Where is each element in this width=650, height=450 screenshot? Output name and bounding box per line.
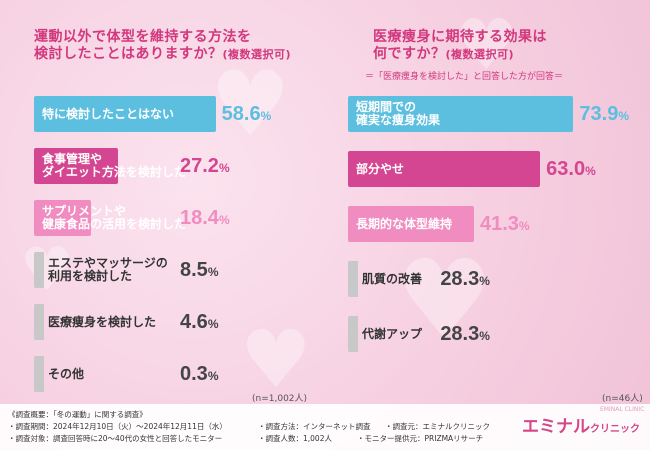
bar-value-3: 8.5% — [180, 260, 218, 282]
bar-value-number: 8.5 — [180, 259, 208, 281]
bar-value-unit: % — [260, 109, 272, 123]
logo-sub-text: クリニック — [590, 424, 640, 435]
bar-value-5: 0.3% — [180, 364, 218, 386]
right-sample-size: (n=46人) — [602, 394, 643, 404]
bar-value-2: 41.3% — [480, 214, 530, 236]
background-heart-icon: ♥ — [455, 4, 518, 86]
right-title-text: 医療痩身に期待する効果は 何ですか？ — [373, 29, 547, 62]
footer-survey-method: ・調査方法：インターネット調査 — [258, 422, 371, 431]
bar-label-3: 肌質の改善 — [362, 271, 423, 286]
bar-label-0: 短期間での 確実な痩身効果 — [356, 100, 441, 127]
background-heart-icon: ♥ — [240, 313, 312, 406]
bar-value-number: 18.4 — [180, 207, 219, 229]
bar-value-2: 18.4% — [180, 208, 230, 230]
bar-2 — [34, 200, 92, 236]
footer-survey-title: 《調査概要：「冬の運動」に関する調査》 — [8, 410, 147, 419]
bar-0 — [34, 96, 216, 132]
footer-survey-source: ・調査元：エミナルクリニック — [385, 422, 490, 431]
background-heart-icon: ♥ — [210, 52, 291, 157]
bar-label-3: エステやマッサージの 利用を検討した — [48, 256, 168, 283]
eminal-logo: エミナルクリニック — [522, 412, 640, 437]
left-chart-title: 運動以外で体型を維持する方法を 検討したことはありますか？(複数選択可) — [34, 12, 291, 63]
bar-label-1: 部分やせ — [356, 161, 405, 176]
bar-4 — [348, 316, 434, 352]
bar-0 — [348, 96, 574, 132]
footer-survey-target: ・調査対象：調査回答時に20～40代の女性と回答したモニター — [8, 434, 223, 443]
bar-value-0: 73.9% — [579, 104, 629, 126]
bar-label-2: 長期的な体型維持 — [356, 216, 453, 231]
bar-label-4: 医療痩身を検討した — [48, 314, 157, 329]
left-title-option: (複数選択可) — [222, 48, 292, 61]
bar-value-unit: % — [207, 317, 219, 331]
bar-value-number: 28.3 — [440, 268, 480, 290]
bar-1 — [348, 151, 541, 187]
bar-value-unit: % — [479, 329, 490, 343]
bar-value-0: 58.6% — [222, 104, 272, 126]
bar-value-unit: % — [218, 213, 230, 227]
bar-value-3: 28.3% — [440, 269, 490, 291]
bar-label-4: 代謝アップ — [362, 326, 423, 341]
bar-5 — [34, 356, 52, 392]
bar-value-unit: % — [585, 164, 596, 178]
bar-value-number: 0.3 — [180, 363, 208, 385]
bar-value-unit: % — [207, 265, 219, 279]
bar-value-number: 4.6 — [180, 311, 208, 333]
right-title-option: (複数選択可) — [445, 48, 515, 61]
bar-value-number: 28.3 — [440, 323, 480, 345]
bar-value-number: 63.0 — [546, 158, 586, 180]
bar-value-4: 4.6% — [180, 312, 218, 334]
left-sample-size: (n=1,002人) — [252, 394, 308, 404]
bar-value-number: 27.2 — [180, 155, 219, 177]
left-title-text: 運動以外で体型を維持する方法を 検討したことはありますか？ — [34, 29, 252, 62]
bar-2 — [348, 206, 474, 242]
background-heart-icon: ♥ — [20, 235, 74, 305]
bar-value-number: 58.6 — [221, 103, 261, 125]
bar-label-0: 特に検討したことはない — [42, 106, 175, 121]
bar-value-4: 28.3% — [440, 324, 490, 346]
bar-3 — [348, 261, 434, 297]
footer-survey-provider: ・モニター提供元：PRIZMAリサーチ — [357, 434, 484, 443]
bar-value-unit: % — [218, 161, 230, 175]
bar-value-1: 27.2% — [180, 156, 230, 178]
bar-value-unit: % — [479, 274, 490, 288]
bar-label-1: 食事管理や ダイエット方法を検討した — [42, 152, 186, 179]
bar-value-1: 63.0% — [546, 159, 596, 181]
bar-value-number: 41.3 — [479, 213, 519, 235]
right-chart-note: ＝「医療痩身を検討した」と回答した方が回答＝ — [365, 72, 564, 82]
bar-1 — [34, 148, 119, 184]
bar-label-2: サプリメントや 健康食品の活用を検討した — [42, 204, 187, 231]
survey-footer — [0, 404, 650, 450]
bar-4 — [34, 304, 52, 340]
bar-value-number: 73.9 — [579, 103, 619, 125]
footer-survey-period: ・調査期間：2024年12月10日（火）～2024年12月11日（水） — [8, 422, 227, 431]
bar-3 — [34, 252, 60, 288]
bar-value-unit: % — [618, 109, 629, 123]
footer-survey-count: ・調査人数：1,002人 — [258, 434, 332, 443]
logo-main-text: エミナル — [522, 417, 590, 437]
right-chart-title: 医療痩身に期待する効果は 何ですか？(複数選択可) — [373, 12, 547, 63]
bar-value-unit: % — [207, 369, 219, 383]
logo-tagline: EMINAL CLINIC — [600, 406, 645, 413]
bar-label-5: その他 — [48, 366, 85, 381]
background-heart-icon: ♥ — [395, 236, 494, 364]
bar-value-unit: % — [518, 219, 530, 233]
